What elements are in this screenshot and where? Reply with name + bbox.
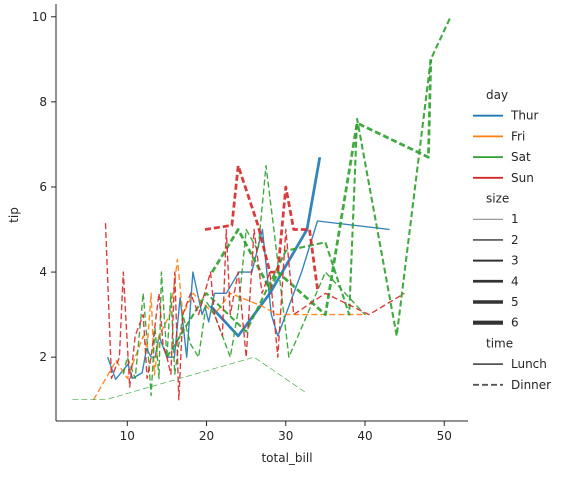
legend-title-day: day bbox=[486, 88, 508, 102]
legend-time-lunch-label: Lunch bbox=[511, 357, 547, 371]
x-axis-label: total_bill bbox=[261, 451, 312, 465]
legend-title-size: size bbox=[486, 192, 509, 206]
series-line-thur-size2-lunch bbox=[106, 220, 390, 380]
legend-day-sun-label: Sun bbox=[511, 171, 534, 185]
x-tick-label: 30 bbox=[278, 429, 293, 443]
y-tick-label: 10 bbox=[32, 10, 47, 24]
series-line-sat-size2-dinner bbox=[122, 165, 366, 397]
x-tick-label: 10 bbox=[120, 429, 135, 443]
y-tick-label: 2 bbox=[39, 350, 47, 364]
legend-size-2-label: 2 bbox=[511, 233, 519, 247]
legend-day-thur-label: Thur bbox=[510, 109, 539, 123]
legend-day-sat-label: Sat bbox=[511, 150, 531, 164]
axes-spines bbox=[55, 4, 468, 422]
series-line-sat-size3-dinner bbox=[166, 16, 452, 358]
x-tick-label: 40 bbox=[357, 429, 372, 443]
y-tick-label: 4 bbox=[39, 265, 47, 279]
legend-size-5-label: 5 bbox=[511, 295, 519, 309]
legend-title-time: time bbox=[486, 336, 513, 350]
series-line-sun-size4-dinner bbox=[204, 164, 319, 290]
series-line-fri-size2-dinner bbox=[93, 258, 367, 401]
series-line-sat-size4-dinner bbox=[210, 59, 433, 316]
x-tick-label: 50 bbox=[437, 429, 452, 443]
legend-size-3-label: 3 bbox=[511, 254, 519, 268]
legend-size-1-label: 1 bbox=[511, 212, 519, 226]
y-tick-label: 8 bbox=[39, 95, 47, 109]
legend-day-fri-label: Fri bbox=[511, 129, 525, 143]
legend-size-6-label: 6 bbox=[511, 316, 519, 330]
y-tick-label: 6 bbox=[39, 180, 47, 194]
series-line-thur-size4-lunch bbox=[209, 156, 322, 338]
legend-size-4-label: 4 bbox=[511, 274, 519, 288]
x-tick-label: 20 bbox=[199, 429, 214, 443]
series-line-sat-size1-dinner bbox=[72, 356, 306, 401]
series-layer bbox=[72, 16, 452, 401]
legend-time-dinner-label: Dinner bbox=[511, 378, 551, 392]
axis-ticks: 10 20 30 40 50 2 4 6 8 10 bbox=[32, 10, 452, 443]
series-line-sun-size2-dinner bbox=[104, 223, 405, 401]
y-axis-label: tip bbox=[7, 207, 21, 223]
